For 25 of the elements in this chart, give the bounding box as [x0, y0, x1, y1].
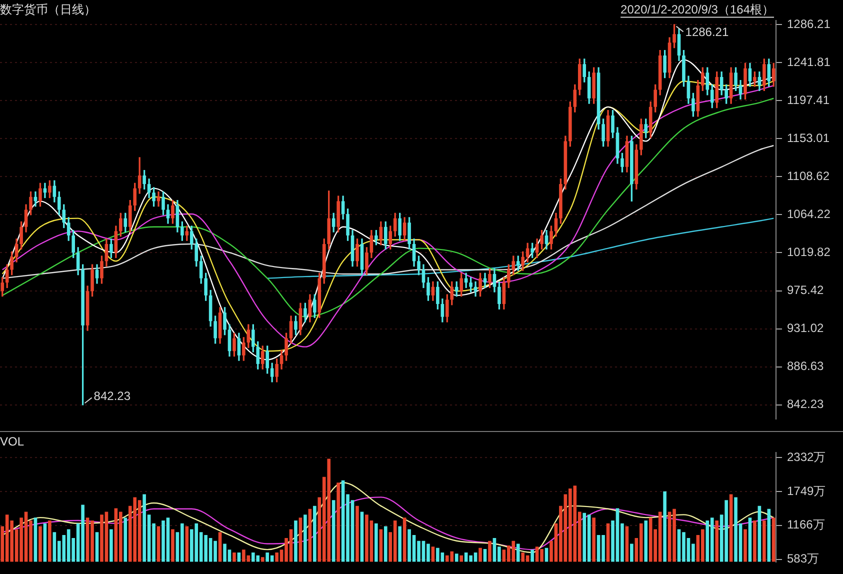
chart-title: 数字货币（日线）: [0, 2, 96, 17]
y-tick-label: 1749万: [787, 484, 826, 498]
line-series: [2, 482, 774, 554]
annotation: 1286.21: [685, 25, 729, 40]
y-tick-label: 1108.62: [787, 168, 830, 183]
y-tick-label: 886.63: [787, 359, 824, 374]
y-tick-label: 583万: [787, 552, 820, 566]
y-tick-label: 1064.22: [787, 207, 831, 222]
y-tick-label: 1019.82: [787, 245, 831, 260]
y-tick-label: 1166万: [787, 518, 825, 532]
chart-title: VOL: [0, 434, 24, 449]
line-series: [2, 144, 774, 279]
y-tick-label: 842.23: [787, 397, 824, 412]
y-tick-label: 1153.01: [787, 130, 830, 145]
text: 2020/1/2-2020/9/3（164根）: [620, 2, 774, 17]
line-series: [2, 496, 774, 550]
y-tick-label: 975.42: [787, 283, 824, 298]
y-tick-label: 1241.81: [787, 54, 831, 69]
y-tick-label: 2332万: [787, 450, 826, 464]
y-tick-label: 1286.21: [787, 16, 831, 31]
y-tick-label: 1197.41: [787, 92, 830, 107]
annotation: 842.23: [94, 388, 131, 403]
line-series: [2, 98, 774, 318]
y-tick-label: 931.02: [787, 321, 824, 336]
line-series: [266, 218, 774, 279]
